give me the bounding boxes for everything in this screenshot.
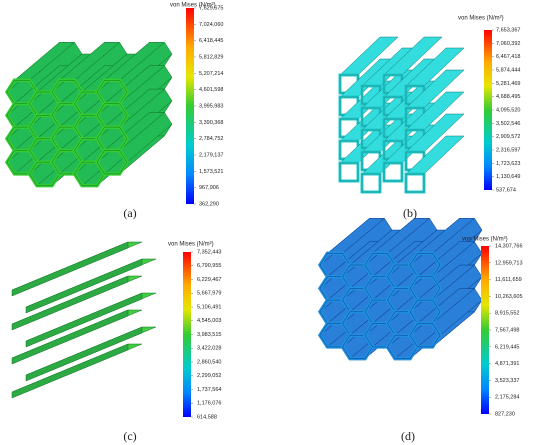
structure-edge [361,173,381,193]
colorbar-tick-label: 4,601,598 [199,87,223,93]
colorbar-tick-label: 10,263,605 [495,294,523,300]
colorbar-tick-label: 6,790,955 [197,263,221,269]
structure-wall [11,275,129,331]
panel-label: (b) [403,206,417,220]
structure-wall [25,258,143,314]
colorbar-tick-label: 3,390,368 [199,120,223,126]
colorbar-tick-label: 7,653,367 [496,27,520,33]
colorbar-tick-label: 5,812,829 [199,54,223,60]
panel-label: (d) [401,429,415,443]
colorbar [484,30,492,190]
structure [317,217,483,361]
colorbar-tick-label: 6,418,445 [199,38,223,44]
panel-label: (a) [123,206,136,220]
structure-face [338,161,360,183]
colorbar-tick-label: 1,573,521 [199,169,223,175]
colorbar-tick-label: 2,316,597 [496,147,520,153]
colorbar-tick-label: 2,175,284 [495,395,519,401]
structure [338,36,465,194]
colorbar-tick-label: 4,545,003 [197,318,221,324]
colorbar-tick-label: 537,674 [496,187,516,193]
colorbar-tick-label: 3,983,515 [197,332,221,338]
colorbar-tick-label: 1,737,564 [197,387,221,393]
structure-wall [11,309,129,365]
structure-edge [405,173,425,193]
colorbar-tick-label: 4,871,391 [495,361,519,367]
legend-title: von Mises (N/m²) [170,3,216,9]
colorbar-tick-label: 827,230 [495,411,515,417]
colorbar-tick-label: 5,106,491 [197,304,221,310]
structure-wall [11,241,129,297]
colorbar-tick-label: 5,281,469 [496,81,520,87]
colorbar [481,246,489,414]
colorbar-tick-label: 12,959,713 [495,260,523,266]
colorbar-tick-label: 6,219,445 [495,344,519,350]
structure-edge [383,162,403,182]
colorbar-tick-label: 6,229,467 [197,277,221,283]
structure-edge [339,162,359,182]
colorbar-tick-label: 7,352,443 [197,249,221,255]
colorbar-tick-label: 14,307,766 [495,243,523,249]
colorbar-tick-label: 5,667,979 [197,291,221,297]
colorbar-tick-label: 5,874,444 [496,67,520,73]
structure-edge [96,150,128,175]
colorbar-tick-label: 2,784,752 [199,136,223,142]
colorbar-tick-label: 3,422,028 [197,346,221,352]
colorbar-tick-label: 3,523,337 [495,378,519,384]
structure-face [404,172,426,194]
colorbar-tick-label: 7,060,392 [496,41,520,47]
structure-wall [11,343,129,399]
colorbar-tick-label: 8,915,552 [495,311,519,317]
colorbar-tick-label: 1,130,649 [496,174,520,180]
structure [11,241,157,399]
colorbar-tick-label: 11,611,659 [495,277,522,283]
colorbar-tick-label: 4,095,520 [496,107,520,113]
colorbar-tick-label: 614,588 [197,414,217,420]
legend-title: von Mises (N/m²) [462,237,508,243]
structure-edge [409,323,441,348]
structure-face [360,172,382,194]
colorbar-tick-label: 3,995,983 [199,103,223,109]
colorbar [183,252,191,417]
structure [4,41,173,188]
colorbar-tick-label: 7,567,498 [495,327,519,333]
colorbar-tick-label: 5,207,214 [199,71,223,77]
colorbar-tick-label: 4,688,495 [496,94,520,100]
structure-wall [25,292,143,348]
colorbar [186,8,194,204]
legend-title: von Mises (N/m²) [168,242,214,248]
colorbar-tick-label: 3,502,546 [496,121,520,127]
colorbar-tick-label: 2,909,572 [496,134,520,140]
colorbar-tick-label: 7,024,060 [199,22,223,28]
panel-label: (c) [123,429,136,443]
colorbar-tick-label: 6,467,418 [496,54,520,60]
structure-wall [25,326,143,382]
colorbar-tick-label: 2,299,052 [197,373,221,379]
colorbar-tick-label: 362,290 [199,201,219,207]
colorbar-tick-label: 7,629,675 [199,5,223,11]
legend-title: von Mises (N/m²) [458,16,504,22]
colorbar-tick-label: 1,723,623 [496,161,520,167]
colorbar-tick-label: 2,179,137 [199,152,223,158]
colorbar-tick-label: 2,860,540 [197,359,221,365]
colorbar-tick-label: 967,906 [199,185,219,191]
colorbar-tick-label: 1,176,076 [197,401,221,407]
